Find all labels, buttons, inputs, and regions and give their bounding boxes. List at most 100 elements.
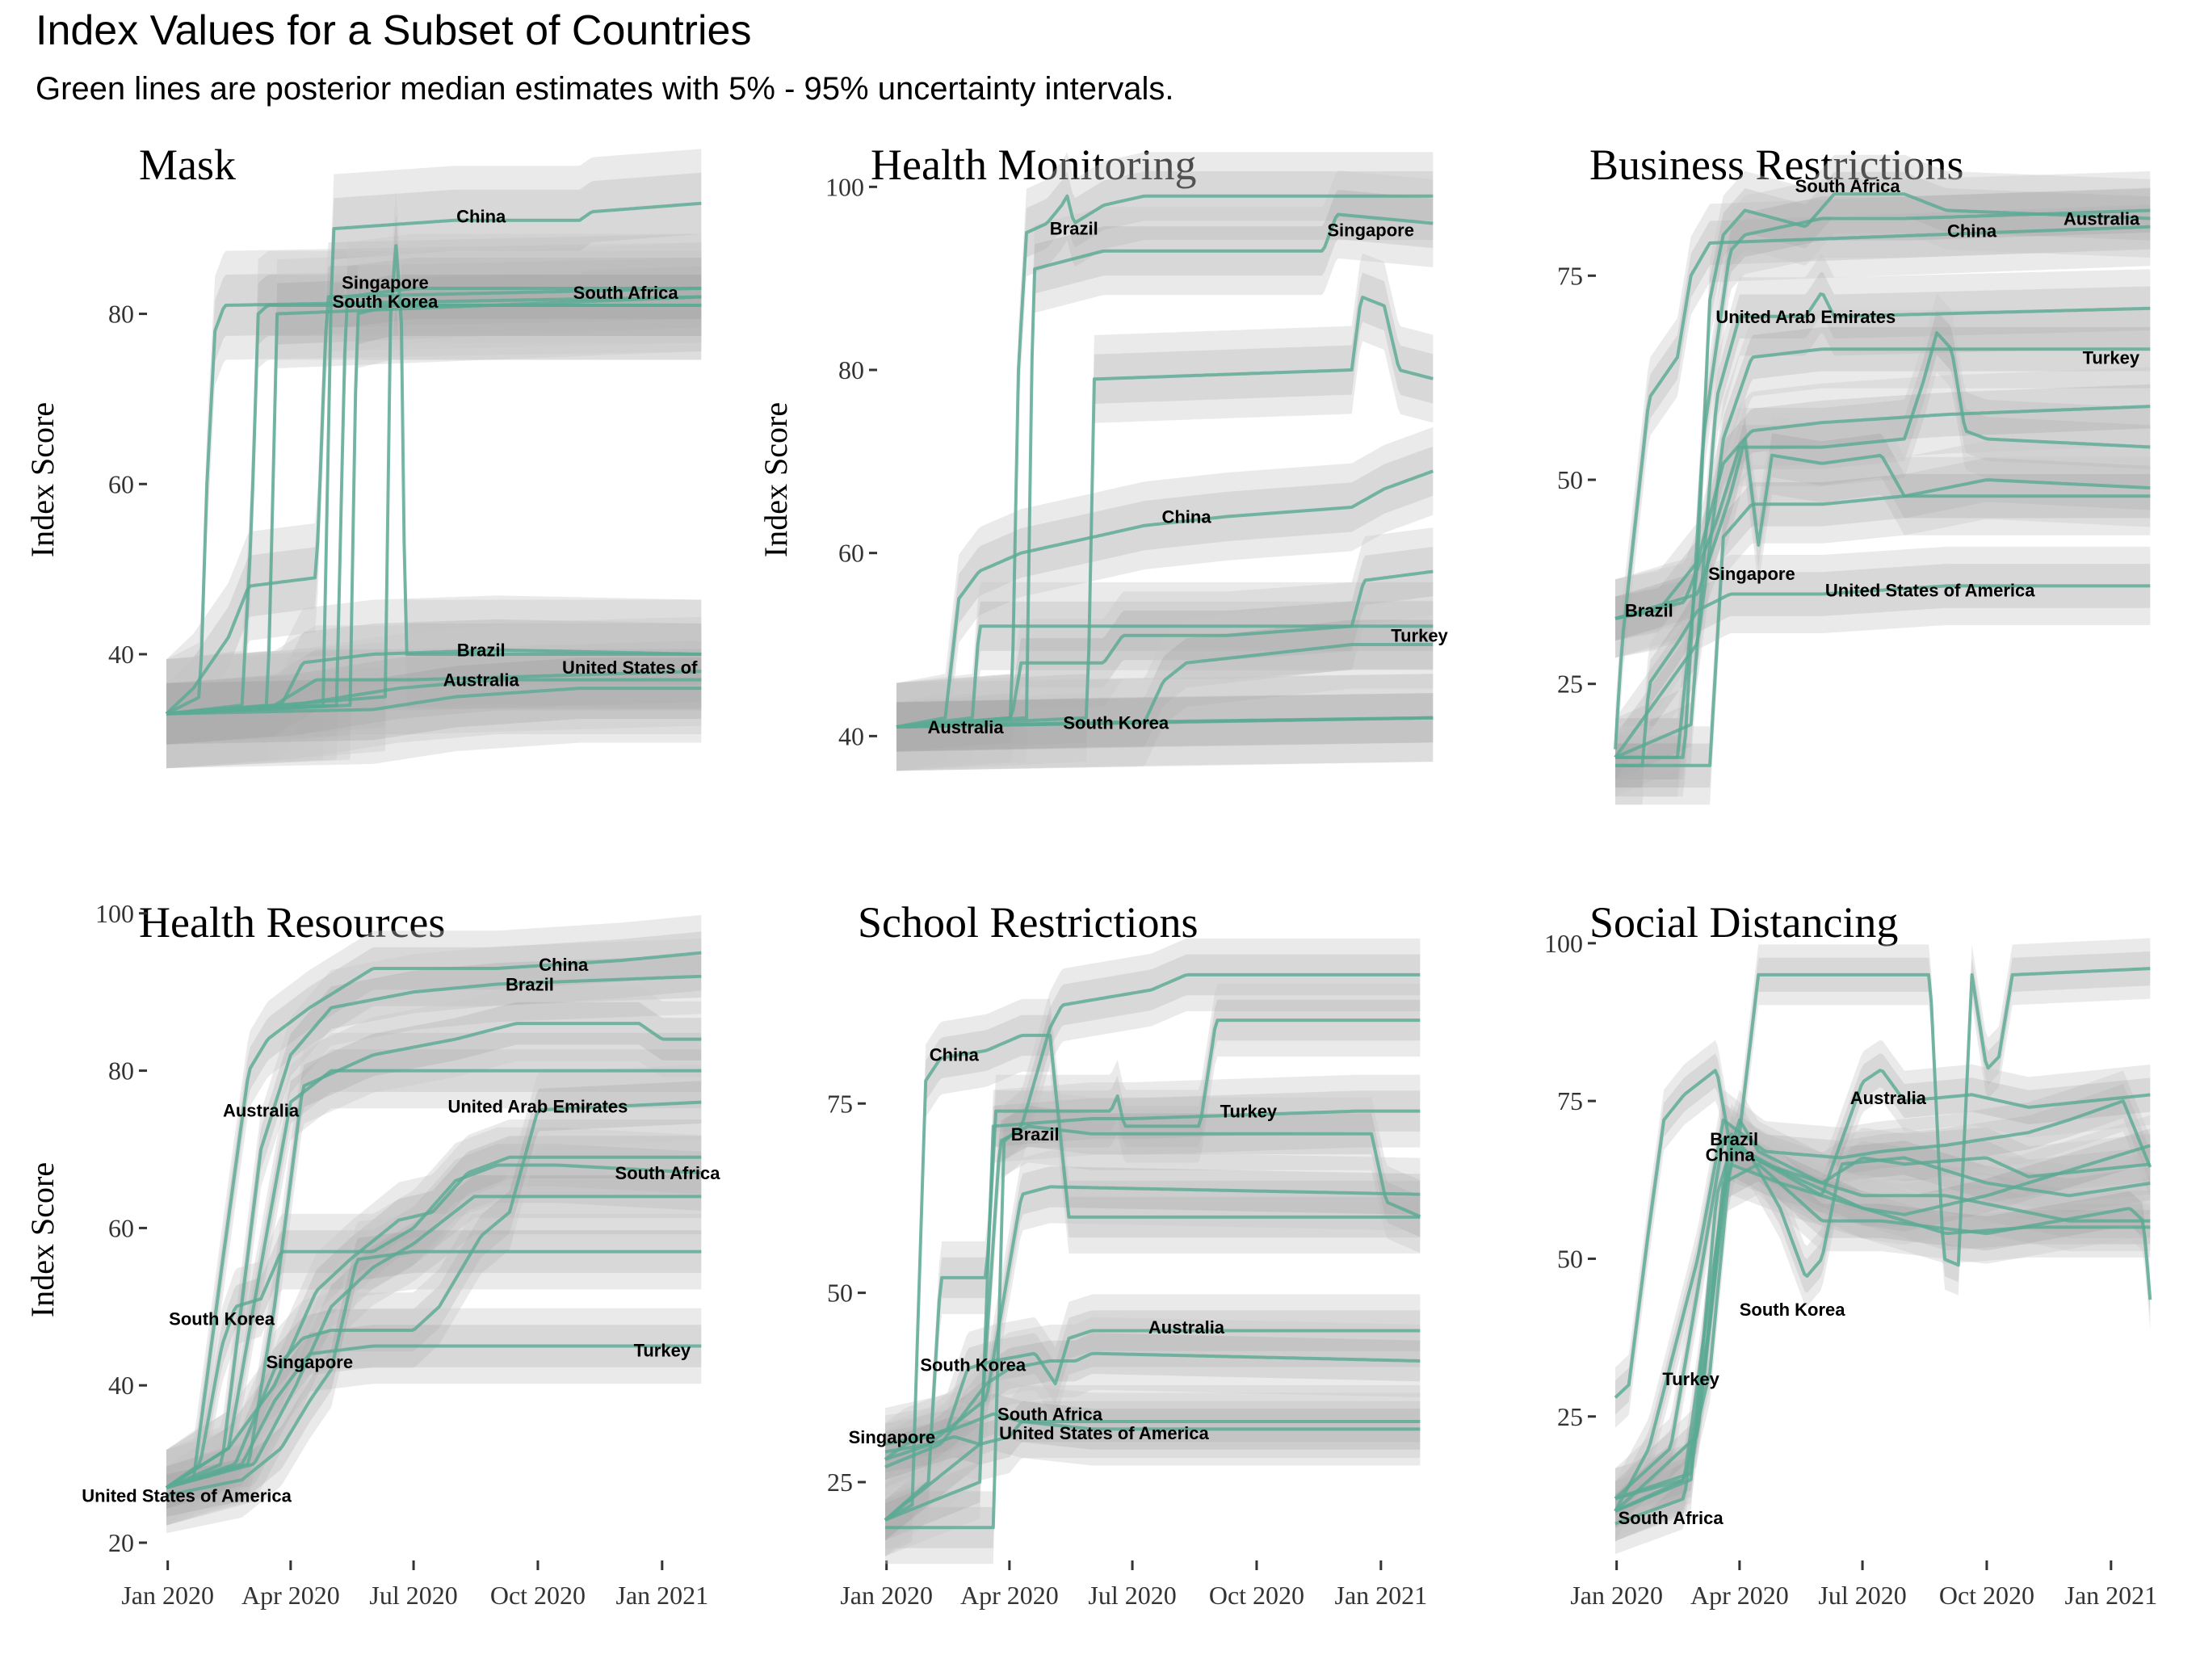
interval-band-outer: [885, 1385, 1421, 1496]
interval-band-outer: [896, 527, 1434, 771]
country-label: South Korea: [1063, 712, 1169, 733]
median-line: [1614, 437, 2151, 620]
median-line: [165, 1163, 702, 1489]
interval-band-outer: [166, 914, 702, 1526]
interval-band-outer: [896, 253, 1434, 771]
y-tick-label: 60: [838, 539, 864, 568]
interval-band-outer: [885, 1294, 1421, 1496]
country-label: Brazil: [1011, 1124, 1060, 1144]
interval-band-outer: [1615, 1103, 2151, 1555]
country-label: South Korea: [333, 292, 439, 312]
interval-band-outer: [166, 985, 702, 1526]
interval-band-outer: [896, 600, 1434, 771]
country-label: Turkey: [1391, 626, 1448, 646]
interval-band-outer: [1615, 1133, 2151, 1542]
panel-title: School Restrictions: [858, 898, 1198, 947]
y-axis-title: Index Score: [758, 402, 794, 557]
y-tick-label: 60: [108, 469, 134, 498]
country-label: Brazil: [1710, 1129, 1758, 1149]
x-tick-label: Apr 2020: [241, 1581, 340, 1610]
interval-band-inner: [166, 1230, 702, 1517]
median-line: [1614, 331, 2151, 620]
interval-band-outer: [885, 1074, 1421, 1556]
y-tick-label: 40: [838, 721, 864, 750]
country-label: United Arab Emirates: [1715, 307, 1896, 327]
interval-band-inner: [166, 266, 702, 745]
median-line: [884, 1351, 1421, 1469]
country-label: United States of America: [82, 1486, 292, 1506]
chart-subtitle: Green lines are posterior median estimat…: [36, 71, 1174, 107]
x-tick-label: Oct 2020: [490, 1581, 586, 1610]
interval-band-inner: [1615, 1147, 2151, 1528]
interval-band-outer: [896, 152, 1434, 771]
y-axis-title: Index Score: [24, 1162, 61, 1317]
median-lines: [1614, 192, 2151, 767]
interval-band-inner: [166, 275, 702, 745]
median-line: [166, 1250, 702, 1497]
interval-band-outer: [166, 1213, 702, 1534]
median-line: [884, 1018, 1421, 1522]
country-label: South Korea: [920, 1355, 1027, 1376]
x-tick-label: Jan 2021: [615, 1581, 708, 1610]
median-line: [166, 304, 702, 716]
median-line: [1614, 1162, 2151, 1513]
panel-social-distancing: Social Distancing 25 50 75 100 Jan 2020 Apr 20…: [1544, 898, 2157, 1610]
interval-band-inner: [896, 547, 1434, 752]
median-line: [896, 296, 1434, 729]
median-line: [166, 1100, 702, 1489]
country-label: China: [930, 1044, 980, 1065]
median-line: [165, 287, 702, 716]
interval-band-inner: [1615, 1053, 2151, 1415]
panel-school-restrictions: School Restrictions 25 50 75 Jan 2020 Apr 202…: [827, 898, 1427, 1610]
median-lines: [1614, 967, 2152, 1526]
median-line: [1614, 405, 2151, 620]
country-label: Singapore: [1327, 220, 1414, 241]
y-tick-label: 25: [1557, 1402, 1583, 1431]
x-tick-label: Jan 2020: [121, 1581, 214, 1610]
median-line: [166, 687, 702, 716]
country-label: Australia: [1850, 1088, 1927, 1108]
median-line: [1615, 494, 2151, 767]
interval-band-inner: [1615, 310, 2151, 641]
panel-title: Business Restrictions: [1589, 141, 1964, 189]
y-tick-label: 60: [108, 1213, 134, 1242]
median-line: [1615, 584, 2151, 767]
interval-band-inner: [885, 1090, 1421, 1541]
median-lines: [165, 201, 702, 716]
interval-band-inner: [1615, 1117, 2151, 1541]
y-tick-label: 25: [827, 1468, 853, 1497]
interval-bands: [885, 938, 1421, 1564]
country-label: South Korea: [169, 1308, 275, 1329]
country-label: Australia: [223, 1100, 300, 1120]
interval-band-outer: [166, 250, 702, 769]
y-tick-label: 100: [95, 899, 134, 928]
interval-band-inner: [166, 1081, 702, 1510]
interval-band-outer: [166, 242, 702, 769]
median-line: [884, 1124, 1421, 1522]
median-line: [884, 1329, 1421, 1461]
interval-band-inner: [896, 272, 1434, 752]
median-lines: [884, 972, 1421, 1530]
x-tick-label: Oct 2020: [1939, 1581, 2034, 1610]
panel-business-restrictions: Business Restrictions 25 50 75 South Africa A…: [1557, 141, 2151, 805]
x-tick-label: Apr 2020: [1690, 1581, 1789, 1610]
country-label: South Africa: [573, 283, 679, 303]
y-tick-label: 50: [827, 1279, 853, 1308]
country-label: Brazil: [506, 974, 554, 994]
country-label: Turkey: [1220, 1102, 1278, 1122]
median-line: [166, 951, 702, 1489]
interval-band-outer: [1615, 1108, 2151, 1529]
country-label: China: [1947, 221, 1997, 242]
interval-band-outer: [885, 1090, 1421, 1556]
y-axis-title: Index Score: [24, 402, 61, 557]
median-line: [1614, 347, 2151, 758]
interval-band-outer: [166, 250, 702, 769]
interval-bands: [1615, 154, 2151, 805]
y-tick-label: 80: [108, 300, 134, 329]
interval-band-outer: [1615, 187, 2151, 789]
x-tick-label: Jul 2020: [1088, 1581, 1176, 1610]
country-label: China: [1161, 506, 1211, 527]
x-tick-label: Jan 2020: [1570, 1581, 1663, 1610]
country-label: United Arab Emirates: [447, 1096, 628, 1116]
median-line: [896, 716, 1434, 729]
